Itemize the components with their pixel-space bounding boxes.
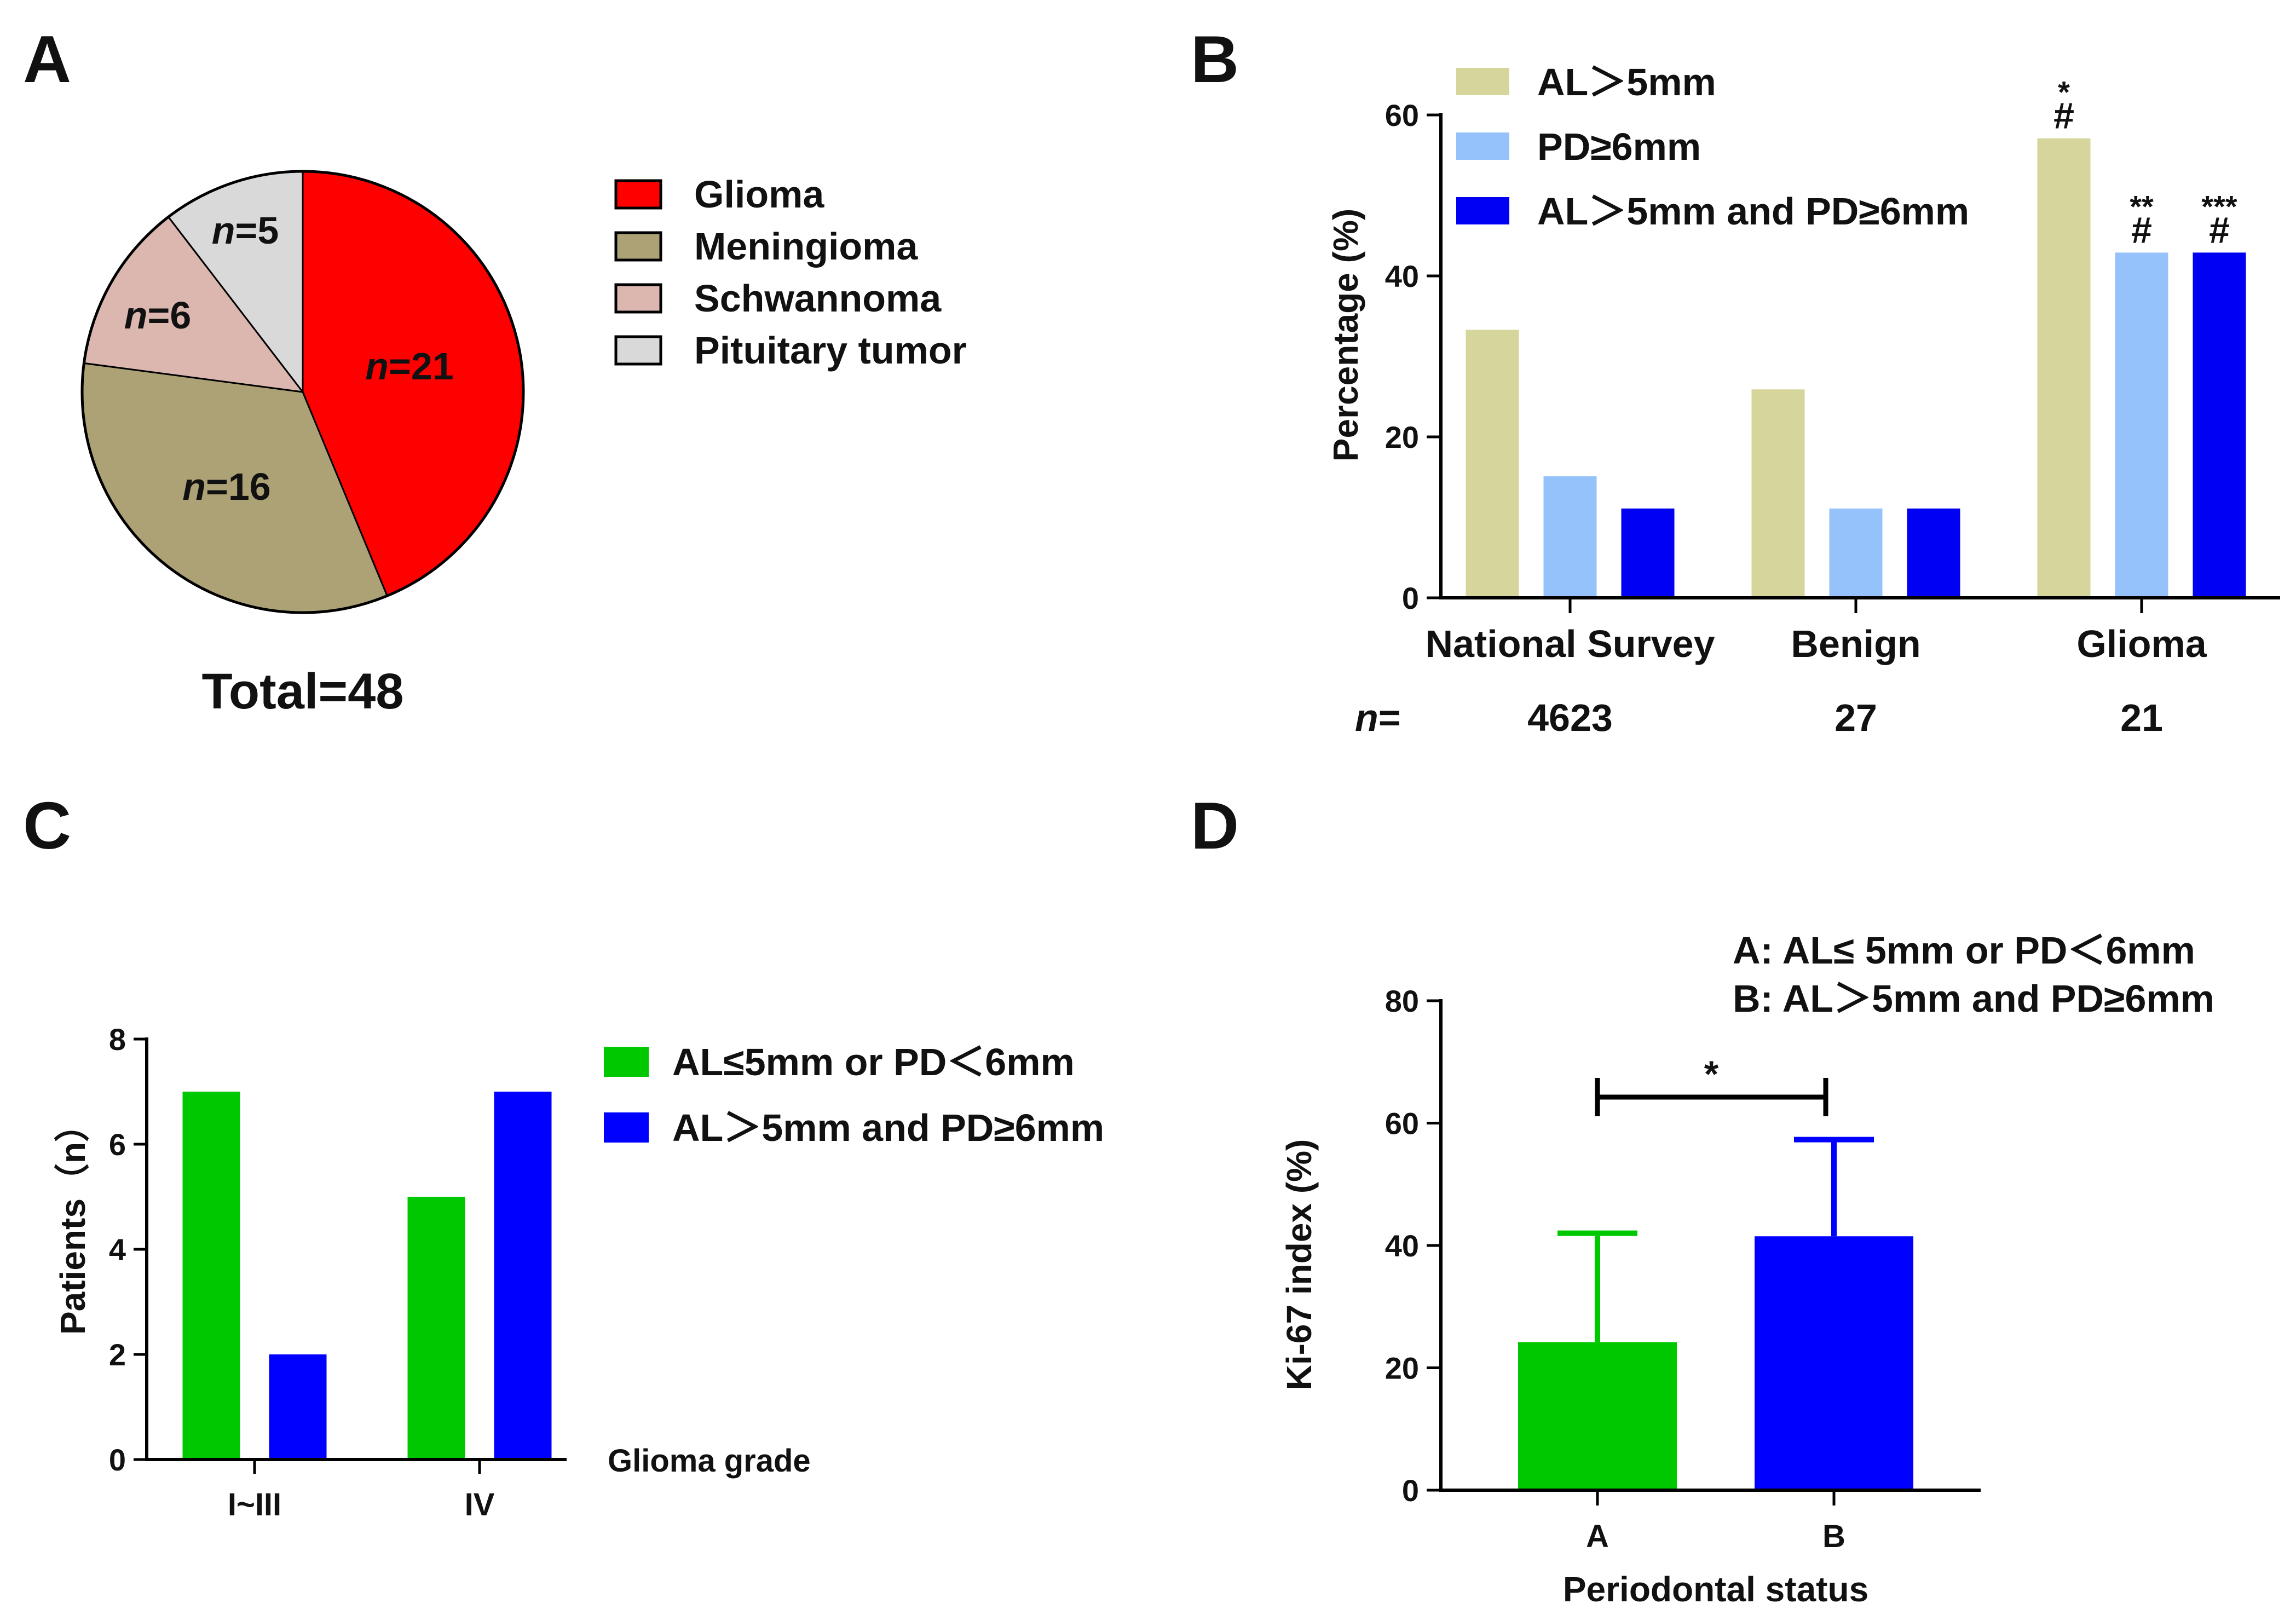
b-hash-mark: #	[2209, 209, 2230, 251]
b-hash-mark: #	[2053, 95, 2074, 137]
c-legend-swatch-al-5mm-and-pd-6mm	[604, 1112, 649, 1143]
d-y-tick-label: 80	[1385, 984, 1419, 1018]
b-y-tick-label: 0	[1402, 581, 1419, 615]
c-y-tick-label: 6	[109, 1127, 126, 1162]
d-y-tick-label: 40	[1385, 1228, 1419, 1263]
b-x-tick-label: Benign	[1791, 622, 1920, 665]
c-y-tick-label: 4	[109, 1232, 126, 1267]
b-legend-swatch-pd-6mm	[1456, 132, 1509, 160]
b-y-tick-label: 40	[1385, 259, 1419, 293]
b-significance-stars: *	[2058, 75, 2070, 109]
pie-slice-label: n=5	[212, 209, 279, 252]
bar-iv-al-5mm-and-pd-6mm	[494, 1092, 552, 1460]
c-legend-swatch-al-5mm-or-pd-6mm	[604, 1047, 649, 1077]
pie-slice-label: n=6	[124, 294, 192, 337]
panel-a-letter: A	[23, 22, 71, 96]
pie-total: Total=48	[202, 664, 404, 719]
bar-glioma-al-5mm-and-pd-6mm	[2193, 252, 2246, 598]
b-x-tick-label: National Survey	[1425, 622, 1715, 665]
bar-a	[1518, 1342, 1677, 1490]
legend-label-pituitary-tumor: Pituitary tumor	[694, 329, 967, 372]
bar-chart-c: 0 2 4 6 8 I~III IV	[109, 1022, 567, 1522]
c-y-tick-label: 0	[109, 1443, 126, 1477]
d-x-axis-title: Periodontal status	[1563, 1570, 1868, 1609]
bar-benign-al-5mm	[1751, 389, 1805, 598]
panel-c: C 0 2 4 6 8 I~III IV AL≤5mm or PD＜6mm AL＞5mm an…	[23, 788, 1104, 1522]
bar-benign-pd-6mm	[1829, 508, 1883, 598]
bar-chart-b: 0 20 40 60 National Survey 4623 Benign 27 Glioma…	[1355, 75, 2280, 739]
legend-label-schwannoma: Schwannoma	[694, 277, 942, 320]
pie-chart-a: n=21 n=16 n=6 n=5	[80, 170, 525, 614]
c-y-tick-label: 8	[109, 1022, 126, 1057]
bar-i-iii-al-5mm-and-pd-6mm	[269, 1354, 327, 1460]
panel-b-letter: B	[1191, 22, 1239, 96]
panel-b: B 0 20 40 60 National Survey 4623 Benign 27 Glio…	[1191, 22, 2280, 739]
b-n-label: n=	[1355, 696, 1401, 739]
c-legend-label-al-5mm-or-pd-6mm: AL≤5mm or PD＜6mm	[672, 1041, 1075, 1083]
d-x-tick-label: B	[1822, 1519, 1845, 1554]
bar-benign-al-5mm-and-pd-6mm	[1907, 508, 1960, 598]
panel-a: A n=21 n=16 n=6 n=5 Glioma Meningioma Schwann…	[23, 22, 967, 719]
b-x-tick-label: Glioma	[2076, 622, 2207, 665]
b-n-value: 4623	[1527, 696, 1613, 739]
bar-iv-al-5mm-or-pd-6mm	[407, 1197, 465, 1460]
bar-chart-b-legend: AL＞5mm PD≥6mm AL＞5mm and PD≥6mm	[1456, 61, 1969, 233]
b-n-value: 27	[1835, 696, 1877, 739]
b-legend-label-al-5mm-and-pd-6mm: AL＞5mm and PD≥6mm	[1537, 190, 1969, 233]
pie-outline	[80, 170, 525, 614]
d-y-tick-label: 20	[1385, 1351, 1419, 1386]
pie-legend: Glioma Meningioma Schwannoma Pituitary tumo…	[614, 173, 967, 372]
bar-chart-c-legend: AL≤5mm or PD＜6mm AL＞5mm and PD≥6mm	[604, 1041, 1104, 1149]
d-significance-star: *	[1704, 1053, 1719, 1095]
legend-label-meningioma: Meningioma	[694, 225, 918, 268]
c-x-tick-label: IV	[465, 1487, 495, 1522]
b-y-axis-title: Percentage (%)	[1326, 209, 1365, 462]
panel-d: D A: AL≤ 5mm or PD＜6mm B: AL＞5mm and PD≥…	[1191, 788, 2214, 1609]
panel-d-letter: D	[1191, 788, 1239, 863]
bar-i-iii-al-5mm-or-pd-6mm	[182, 1092, 240, 1460]
b-legend-label-pd-6mm: PD≥6mm	[1537, 125, 1701, 168]
b-legend-label-al-5mm: AL＞5mm	[1537, 61, 1716, 103]
bar-b	[1755, 1236, 1913, 1490]
c-y-axis-title: Patients（n）	[53, 1107, 93, 1335]
c-legend-label-al-5mm-and-pd-6mm: AL＞5mm and PD≥6mm	[672, 1106, 1104, 1149]
b-significance-stars: ***	[2201, 189, 2237, 223]
bar-chart-d: 0 20 40 60 80 A B *	[1385, 984, 1981, 1554]
bar-glioma-pd-6mm	[2115, 252, 2168, 598]
b-legend-swatch-al-5mm	[1456, 68, 1509, 95]
d-key-line-b: B: AL＞5mm and PD≥6mm	[1733, 977, 2214, 1020]
d-y-tick-label: 0	[1402, 1473, 1419, 1508]
b-n-value: 21	[2120, 696, 2163, 739]
d-key-line-a: A: AL≤ 5mm or PD＜6mm	[1733, 929, 2195, 972]
c-x-axis-title: Glioma grade	[608, 1443, 811, 1479]
b-y-tick-label: 20	[1385, 420, 1419, 454]
legend-label-glioma: Glioma	[694, 173, 824, 216]
legend-swatch-meningioma	[614, 231, 662, 262]
d-y-tick-label: 60	[1385, 1106, 1419, 1141]
b-y-tick-label: 60	[1385, 98, 1419, 132]
d-y-axis-title: Ki-67 index (%)	[1279, 1139, 1319, 1391]
pie-slice-label: n=21	[365, 345, 454, 388]
legend-swatch-schwannoma	[614, 283, 662, 314]
c-x-tick-label: I~III	[228, 1487, 281, 1522]
bar-glioma-al-5mm	[2037, 138, 2091, 598]
legend-swatch-glioma	[614, 179, 662, 210]
bar-national-survey-pd-6mm	[1543, 476, 1597, 598]
legend-swatch-pituitary-tumor	[614, 335, 662, 366]
b-legend-swatch-al-5mm-and-pd-6mm	[1456, 197, 1509, 224]
b-hash-mark: #	[2131, 209, 2152, 251]
bar-national-survey-al-5mm-and-pd-6mm	[1621, 508, 1675, 598]
pie-slice-label: n=16	[182, 465, 271, 508]
panel-c-letter: C	[23, 788, 71, 863]
bar-national-survey-al-5mm	[1466, 330, 1519, 598]
c-y-tick-label: 2	[109, 1337, 126, 1372]
d-x-tick-label: A	[1586, 1519, 1609, 1554]
b-significance-stars: **	[2130, 189, 2154, 223]
